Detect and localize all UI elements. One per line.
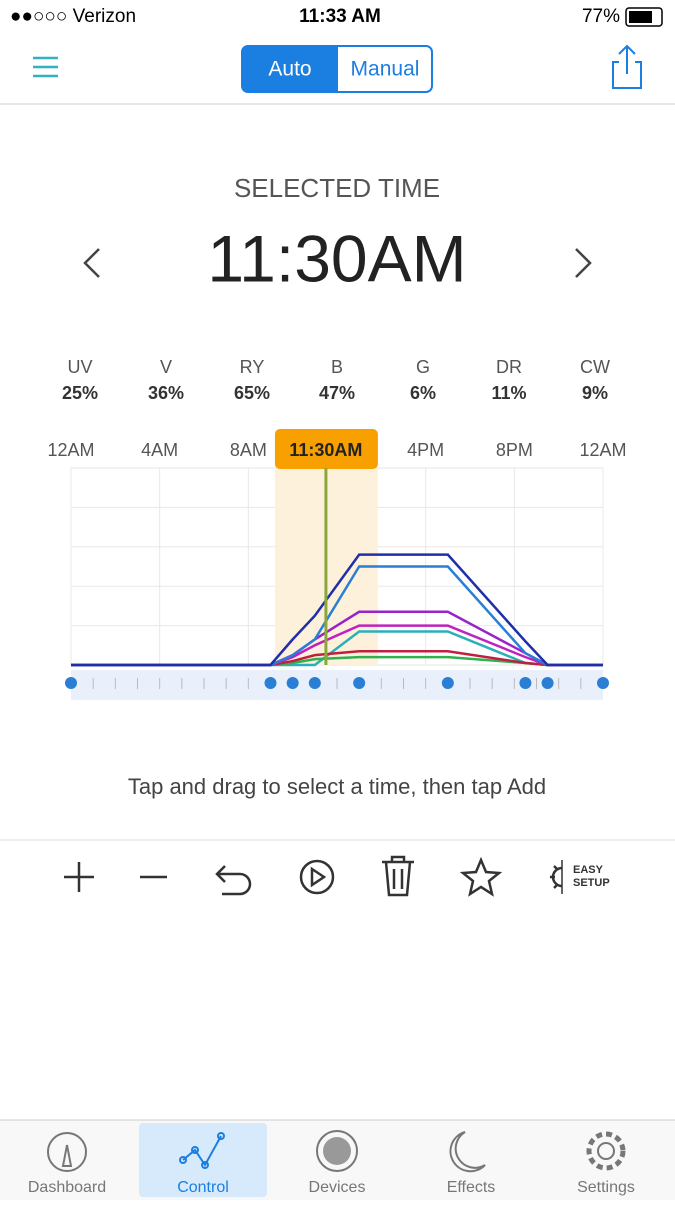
x-tick-label: 12AM (47, 440, 94, 460)
channel-curve (71, 565, 603, 667)
dashboard-icon[interactable] (47, 1132, 87, 1172)
channel-value: 11% (491, 383, 526, 403)
x-tick-label: 8PM (496, 440, 533, 460)
chart[interactable]: 12AM 4AM 8AM 4PM 8PM 12AM 11:30AM (47, 429, 627, 700)
mode-manual[interactable]: Manual (351, 58, 420, 81)
channel-name: V (160, 357, 172, 377)
setpoint (519, 677, 532, 689)
selected-time: 11:30AM (207, 221, 466, 295)
setpoint (264, 677, 277, 689)
channel-name: DR (496, 357, 522, 377)
tab-label[interactable]: Settings (577, 1179, 635, 1196)
mode-auto[interactable]: Auto (268, 58, 311, 81)
setpoint (65, 677, 77, 689)
channel-value: 9% (582, 383, 608, 403)
battery-icon (625, 7, 663, 27)
setpoint (541, 677, 554, 689)
x-tick-label: 12AM (579, 440, 626, 460)
share-button[interactable] (612, 44, 642, 89)
x-tick-label: 4PM (407, 440, 444, 460)
clock: 11:33 AM (299, 6, 381, 27)
marker-label: 11:30AM (289, 440, 362, 460)
channel-name: RY (240, 357, 265, 377)
next-button[interactable] (575, 248, 592, 278)
easy-setup-icon[interactable] (550, 860, 563, 894)
x-tick-label: 4AM (141, 440, 178, 460)
settings-icon[interactable] (586, 1131, 626, 1171)
channel-value: 6% (410, 383, 436, 403)
channel-name: B (331, 357, 343, 377)
devices-icon[interactable] (316, 1130, 358, 1172)
favorite-button[interactable] (459, 856, 503, 897)
control-icon[interactable] (179, 1132, 225, 1169)
active-tab-bg (139, 1123, 267, 1197)
channel-name: G (416, 357, 430, 377)
channel-value: 65% (234, 383, 270, 403)
channel-curve (71, 553, 603, 667)
tab-label[interactable]: Effects (447, 1179, 496, 1196)
selected-label: SELECTED TIME (234, 173, 440, 203)
hint: Tap and drag to select a time, then tap … (128, 774, 546, 799)
battery-level: 77% (582, 6, 620, 27)
effects-icon[interactable] (449, 1131, 486, 1173)
delete-button[interactable] (382, 855, 414, 897)
undo-button[interactable] (215, 865, 252, 896)
easy-setup-label[interactable]: EASY (573, 864, 604, 876)
channel-name: CW (580, 357, 610, 377)
tab-label[interactable]: Control (177, 1179, 229, 1196)
channel-name: UV (67, 357, 92, 377)
channel-value: 47% (319, 383, 355, 403)
mode-auto-bg[interactable] (242, 46, 338, 92)
toolbar (64, 855, 563, 897)
play-button[interactable] (299, 859, 335, 895)
x-tick-label: 8AM (230, 440, 267, 460)
battery-fill (629, 11, 652, 23)
setpoint (441, 677, 454, 689)
marker-label-bg (274, 429, 378, 469)
tab-label[interactable]: Devices (309, 1179, 366, 1196)
add-button[interactable] (64, 862, 94, 892)
menu-button[interactable] (33, 56, 58, 78)
channel-value: 36% (148, 383, 184, 403)
tab-label[interactable]: Dashboard (28, 1179, 106, 1196)
channel-value: 25% (62, 383, 98, 403)
easy-setup-label[interactable]: SETUP (573, 877, 610, 889)
prev-button[interactable] (83, 248, 100, 278)
carrier: ●●○○○ Verizon (10, 6, 136, 27)
setpoint (353, 677, 366, 689)
setpoint (286, 677, 299, 689)
setpoint (308, 677, 321, 689)
setpoint (597, 677, 609, 689)
